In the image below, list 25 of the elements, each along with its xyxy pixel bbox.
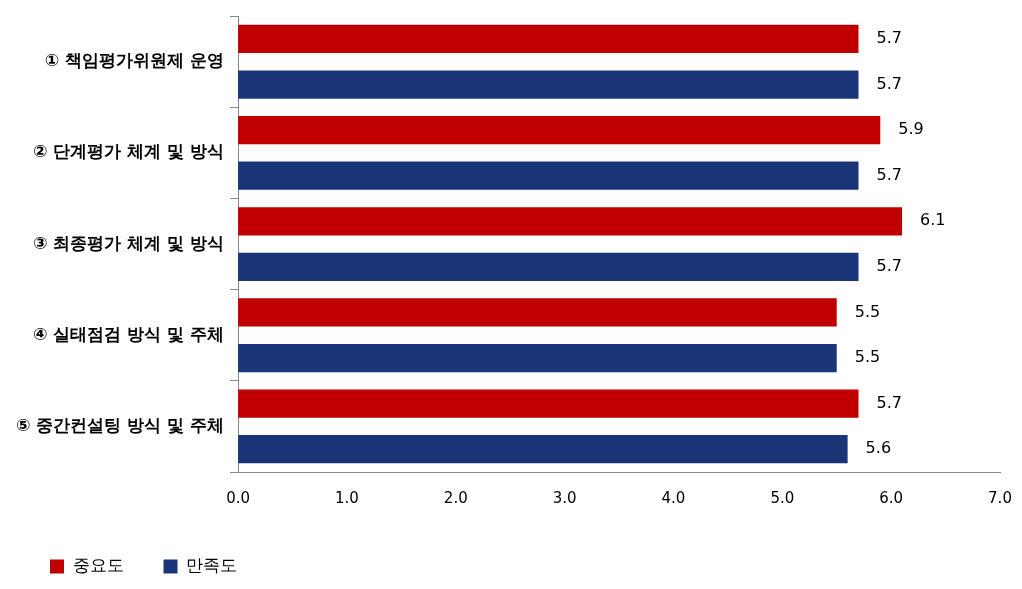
x-tick-label: 5.0 (770, 488, 795, 507)
data-label: 5.7 (876, 28, 902, 48)
data-label: 5.9 (898, 119, 924, 139)
y-tick-label: ② 단계평가 체계 및 방식 (32, 141, 225, 162)
data-label: 5.5 (854, 347, 881, 367)
data-label: 5.5 (854, 301, 881, 321)
data-label: 5.7 (876, 164, 902, 184)
x-tick-label: 0.0 (226, 488, 250, 507)
data-label: 6.1 (920, 210, 946, 230)
x-tick-label: 7.0 (988, 488, 1012, 507)
x-tick-label: 6.0 (879, 488, 904, 507)
data-label: 5.7 (876, 256, 902, 276)
y-tick-label: ① 책임평가위원제 운영 (44, 50, 225, 71)
x-tick-label: 4.0 (661, 488, 686, 507)
y-tick-label: ⑤ 중간컨설팅 방식 및 주체 (15, 414, 225, 435)
x-tick-label: 1.0 (334, 488, 359, 507)
y-tick-label: ③ 최종평가 체계 및 방식 (32, 232, 225, 253)
y-tick-label: ④ 실태점검 방식 및 주체 (32, 323, 225, 344)
legend-label: 만족도 (186, 554, 237, 575)
x-tick-label: 3.0 (552, 488, 577, 507)
x-tick-label: 2.0 (443, 488, 468, 507)
data-label: 5.6 (865, 438, 892, 458)
data-label: 5.7 (876, 392, 902, 412)
data-label: 5.7 (876, 73, 902, 93)
legend-label: 중요도 (72, 554, 124, 575)
